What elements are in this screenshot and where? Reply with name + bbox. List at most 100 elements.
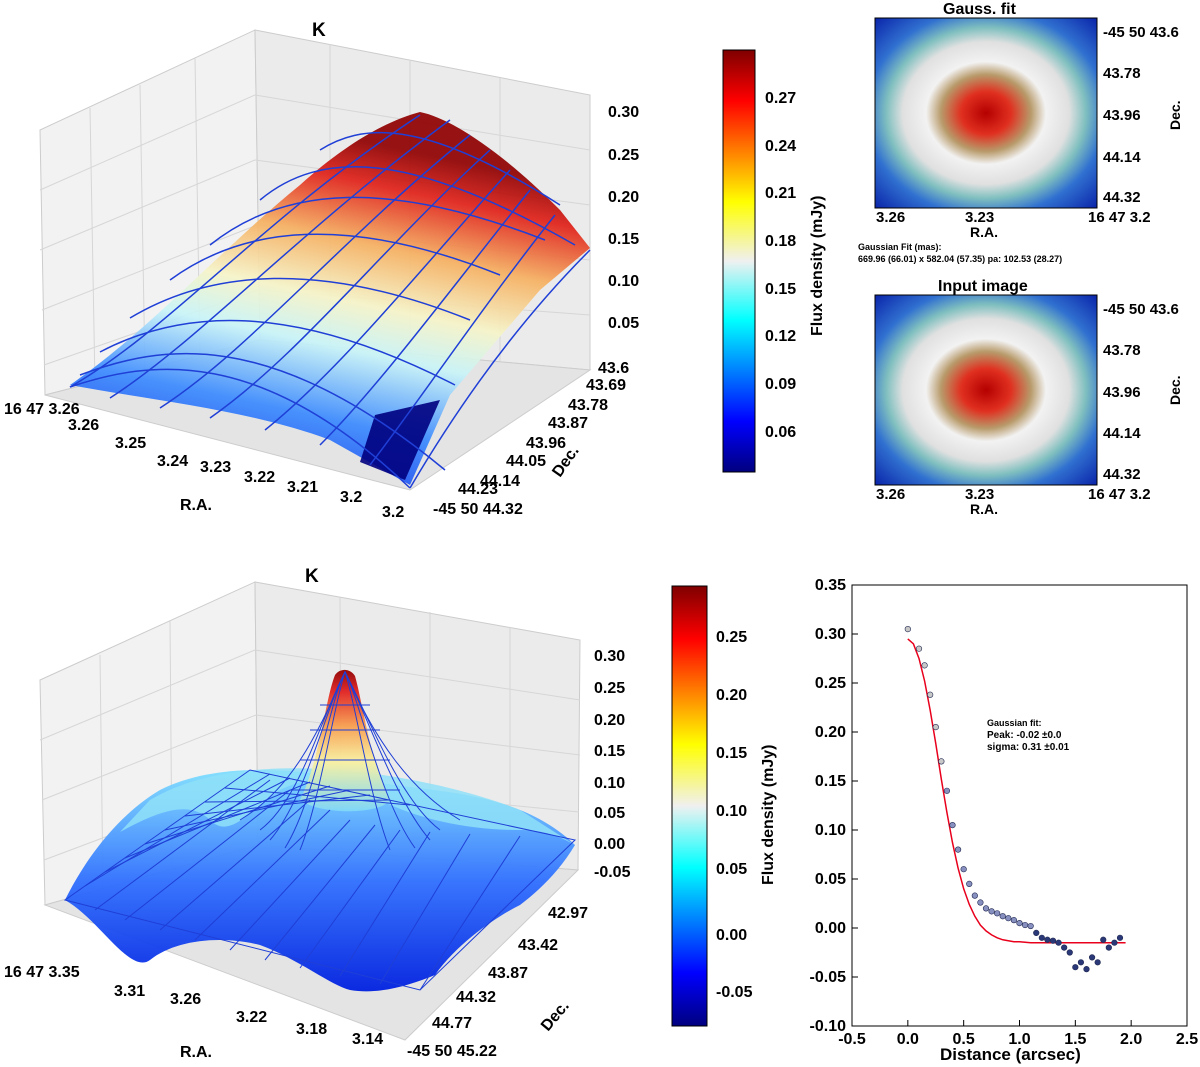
colorbar-bottom: 0.25 0.20 0.15 0.10 0.05 0.00 -0.05 Flux…	[671, 585, 777, 1027]
data-point	[1016, 919, 1023, 927]
y-tick: 0.10	[815, 822, 846, 839]
data-point	[971, 892, 978, 899]
z-tick: -0.05	[594, 864, 631, 881]
data-point	[988, 908, 995, 915]
data-point	[977, 899, 984, 906]
y-tick: 0.05	[815, 871, 846, 888]
data-point	[1061, 944, 1068, 951]
colorbar-gradient	[722, 49, 756, 473]
data-point	[1100, 936, 1107, 943]
data-point	[966, 880, 973, 888]
colorbar-label: Flux density (mJy)	[809, 196, 826, 336]
y-tick: 44.32	[1103, 466, 1141, 483]
data-point	[1111, 939, 1118, 946]
data-point	[949, 821, 956, 829]
data-point	[1105, 944, 1112, 951]
y-tick: 43.6	[598, 360, 629, 377]
fit-annotation-line: Gaussian Fit (mas):	[858, 242, 942, 252]
data-point	[927, 691, 934, 698]
x-tick: 3.26	[170, 991, 201, 1008]
x-tick: 3.14	[352, 1031, 383, 1048]
x-tick: 3.26	[68, 417, 99, 434]
y-tick: 44.14	[1103, 149, 1141, 166]
fit-annotation-line: 669.96 (66.01) x 582.04 (57.35) pa: 102.…	[858, 254, 1062, 264]
z-tick: 0.05	[594, 805, 625, 822]
y-tick: -45 50 43.6	[1103, 24, 1179, 41]
x-tick: 3.2	[382, 504, 404, 521]
data-point	[915, 645, 923, 652]
z-tick: 0.05	[608, 315, 639, 332]
x-axis-label: R.A.	[180, 497, 212, 514]
y-tick: 43.96	[1103, 107, 1141, 124]
surface-peak	[300, 669, 390, 812]
y-tick: 44.32	[456, 989, 496, 1006]
colorbar-label: Flux density (mJy)	[760, 745, 777, 885]
x-axis-label: R.A.	[180, 1044, 212, 1061]
surface-top	[70, 112, 590, 485]
data-point	[1055, 939, 1062, 946]
z-tick: 0.25	[594, 680, 625, 697]
x-tick: 3.22	[244, 469, 275, 486]
y-tick: 0.00	[815, 920, 846, 937]
colorbar-tick: 0.05	[716, 861, 747, 878]
heatmap-image	[874, 17, 1098, 209]
colorbar-gradient	[671, 585, 708, 1027]
y-tick: 43.69	[586, 377, 626, 394]
colorbar-tick: 0.24	[765, 138, 796, 155]
x-tick: 0.5	[953, 1031, 975, 1048]
surface-ripple	[120, 768, 575, 845]
x-tick: 2.0	[1120, 1031, 1142, 1048]
data-point	[1010, 917, 1018, 924]
data-point	[999, 913, 1006, 920]
colorbar-tick: 0.06	[765, 424, 796, 441]
z-tick: 0.10	[608, 273, 639, 290]
gaussian-fit-line	[907, 638, 1126, 944]
data-point	[994, 910, 1001, 917]
data-point	[938, 758, 945, 765]
y-tick: 43.96	[1103, 384, 1141, 401]
y-axis-label: Dec.	[538, 998, 573, 1035]
colorbar-tick: 0.25	[716, 629, 747, 646]
data-point	[1116, 934, 1124, 941]
x-tick: 3.21	[287, 479, 318, 496]
colorbar-tick: -0.05	[716, 984, 753, 1001]
x-tick: 16 47 3.2	[1088, 209, 1151, 226]
heatmap-title: Input image	[938, 278, 1028, 295]
z-tick: 0.20	[608, 189, 639, 206]
data-point	[1005, 915, 1012, 922]
x-tick: 3.25	[115, 435, 146, 452]
surface-bottom-floor	[65, 770, 575, 992]
colorbar-tick: 0.27	[765, 90, 796, 107]
fit-annotation-line: sigma: 0.31 ±0.01	[987, 742, 1070, 753]
x-tick: 3.24	[157, 453, 188, 470]
data-point	[1077, 959, 1085, 966]
heatmap-image	[874, 294, 1098, 486]
x-axis-label: R.A.	[970, 501, 998, 517]
y-tick: 0.20	[815, 724, 846, 741]
data-point	[1033, 929, 1040, 937]
data-point	[1049, 937, 1057, 944]
x-axis-label: Distance (arcsec)	[940, 1045, 1081, 1064]
data-point	[960, 866, 967, 873]
y-tick: 44.14	[480, 473, 520, 490]
data-point	[1083, 966, 1090, 973]
x-tick: 2.5	[1176, 1031, 1198, 1048]
y-axis-label: Dec.	[1167, 100, 1183, 130]
z-tick: 0.15	[608, 231, 639, 248]
y-tick: 43.87	[548, 415, 588, 432]
surface3d-bottom: 0.30 0.25 0.20 0.15 0.10 0.05 0.00 -0.05…	[4, 566, 631, 1061]
plot-area	[851, 584, 1188, 1027]
z-tick: 0.00	[594, 836, 625, 853]
y-tick: 43.96	[526, 435, 566, 452]
colorbar-tick: 0.15	[716, 745, 747, 762]
surface3d-top: 0.30 0.25 0.20 0.15 0.10 0.05 16 47 3.26…	[4, 20, 639, 521]
chart-title: K	[305, 566, 319, 587]
y-tick: 0.35	[815, 577, 846, 594]
data-point	[1072, 964, 1079, 971]
colorbar-tick: 0.18	[765, 233, 796, 250]
data-point	[954, 846, 962, 853]
colorbar-tick: 0.09	[765, 376, 796, 393]
y-tick: 44.23	[458, 481, 498, 498]
colorbar-tick: 0.10	[716, 803, 747, 820]
